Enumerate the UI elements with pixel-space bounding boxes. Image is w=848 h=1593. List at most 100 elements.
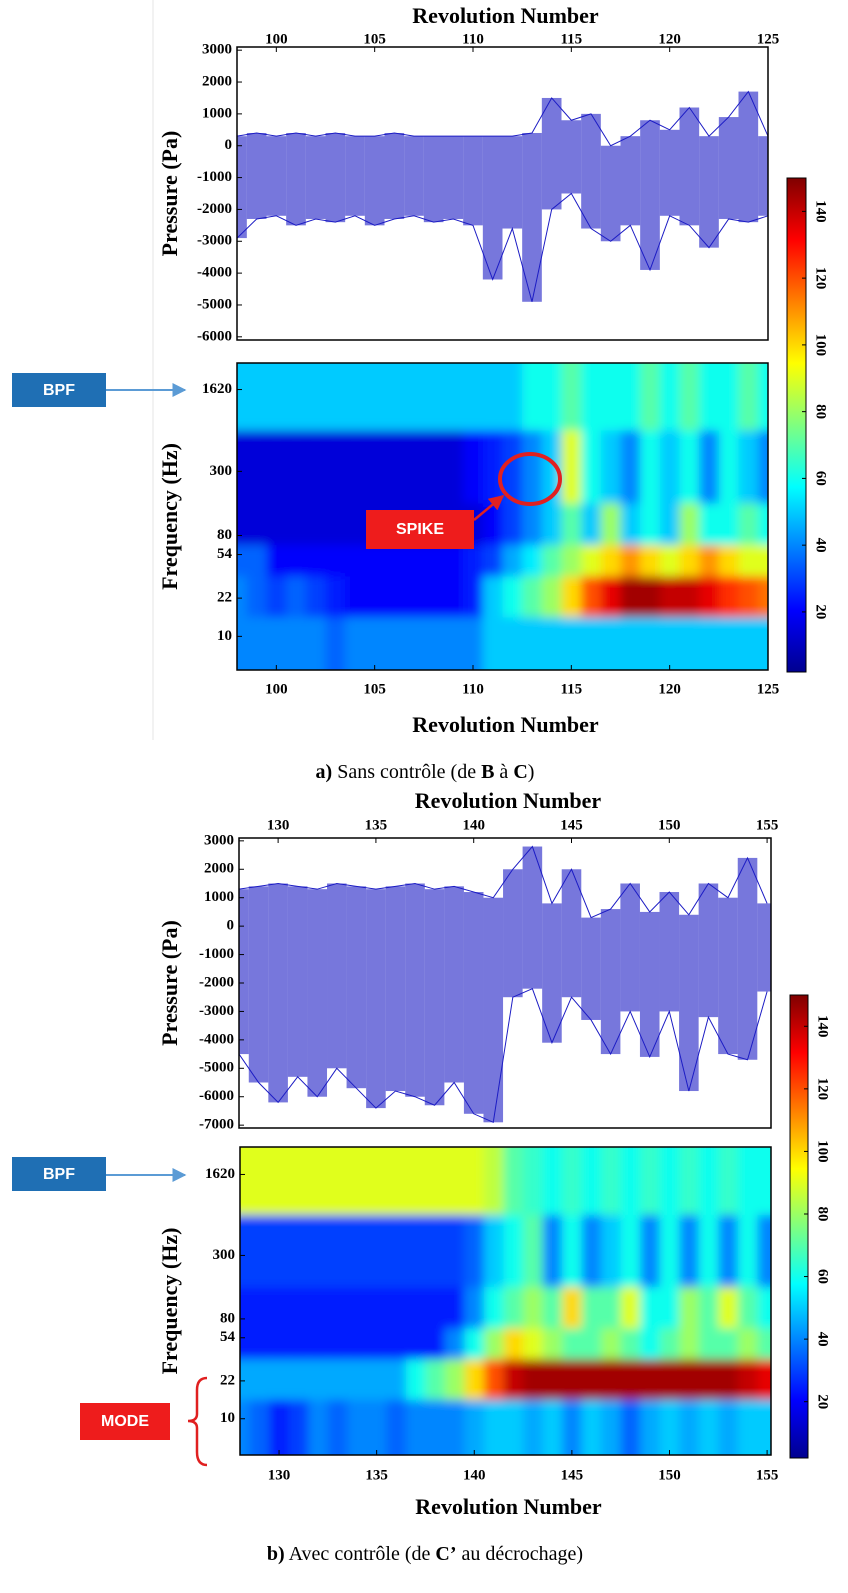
heat-cell [266,363,287,431]
pressure-range [237,136,247,239]
heat-cell [425,1287,446,1329]
heat-cell [738,576,759,618]
heat-cell [620,1214,641,1288]
heat-cell [444,1359,466,1401]
heat-cell [484,1359,505,1401]
heat-cell [384,545,405,577]
pressure-range [286,132,306,226]
heat-cell [325,430,346,504]
heat-cell [288,1359,309,1401]
heat-cell [266,503,287,546]
heat-cell [541,503,562,546]
heat-cell [737,1287,758,1329]
heat-cell [384,363,405,431]
caption-part: C’ [435,1543,456,1565]
heat-cell [562,1287,583,1329]
heat-cell [345,576,366,618]
heat-cell [240,1399,251,1455]
heat-cell [404,430,425,504]
y-tick-label: 3000 [204,832,234,848]
y-tick-label: 1620 [205,1166,235,1182]
heat-cell [699,545,720,577]
heat-cell [698,1359,719,1401]
heat-cell [698,1399,719,1455]
y-tick-label: -7000 [199,1117,234,1133]
heat-cell [484,1287,505,1329]
heat-cell [503,1214,524,1288]
heat-cell [347,1328,368,1360]
heat-cell [269,1147,290,1216]
heat-cell [699,503,720,546]
heat-cell [463,430,484,504]
heat-cell [405,1287,426,1329]
heat-cell [679,545,700,577]
pressure-range [246,132,267,219]
heatmap-cells [237,363,768,670]
heat-cell [288,1399,309,1455]
heat-cell [659,545,680,577]
spike-arrow [473,495,505,521]
heat-cell [601,1214,622,1288]
heat-cell [237,576,248,618]
heat-cell [249,1399,270,1455]
heat-cell [482,576,503,618]
heat-cell [405,1359,426,1401]
heat-cell [366,1147,387,1216]
heat-cell [364,430,385,504]
heat-cell [562,1147,583,1216]
heat-cell [600,503,621,546]
heat-cell [305,545,326,577]
heat-cell [679,430,700,504]
y-tick-label: 0 [225,137,233,153]
heat-cell [305,617,326,670]
x-tick-label: 115 [560,681,582,697]
heat-cell [443,363,464,431]
pressure-range [239,889,249,1055]
heat-cell [347,1147,368,1216]
heat-cell [542,1359,563,1401]
heat-cell [718,503,739,546]
pressure-envelope [238,988,768,1124]
heat-cell [542,1147,563,1216]
heat-cell [308,1359,329,1401]
heat-cell [699,617,720,670]
pressure-range [405,883,425,1097]
x-tick-label: 135 [365,1467,388,1483]
pressure-range [581,113,601,229]
heat-cell [444,1287,466,1329]
heat-cell [266,617,287,670]
heat-cell [237,430,248,504]
heat-cell [240,1328,251,1360]
pressure-range [404,136,424,216]
heat-cell [325,503,346,546]
heat-cell [561,545,582,577]
heat-cell [679,1399,700,1455]
heat-cell [366,1399,387,1455]
heat-cell [699,363,720,431]
heat-cell [502,545,523,577]
colorbar-tick-label: 80 [815,1206,831,1221]
y-tick-label: -3000 [197,233,232,249]
y-tick-label: 54 [217,546,233,562]
heat-cell [757,1214,771,1288]
heat-cell [698,1328,719,1360]
heat-cell [249,1287,270,1329]
heat-cell [386,1328,407,1360]
pressure-envelope [236,192,769,302]
heat-cell [366,1359,387,1401]
heat-cell [503,1399,524,1455]
colorbar-tick-label: 140 [813,200,829,223]
heat-cell [364,545,385,577]
pressure-range [542,903,562,1043]
pressure-range [659,892,680,1012]
heat-cell [679,503,700,546]
heat-cell [522,617,543,670]
heat-cell [237,503,248,546]
heat-cell [620,545,641,577]
heat-cell [464,1147,485,1216]
heat-cell [423,545,444,577]
heat-cell [246,430,267,504]
y-tick-label: -2000 [199,974,234,990]
x-tick-label: 110 [462,31,484,47]
pressure-range [679,107,700,226]
